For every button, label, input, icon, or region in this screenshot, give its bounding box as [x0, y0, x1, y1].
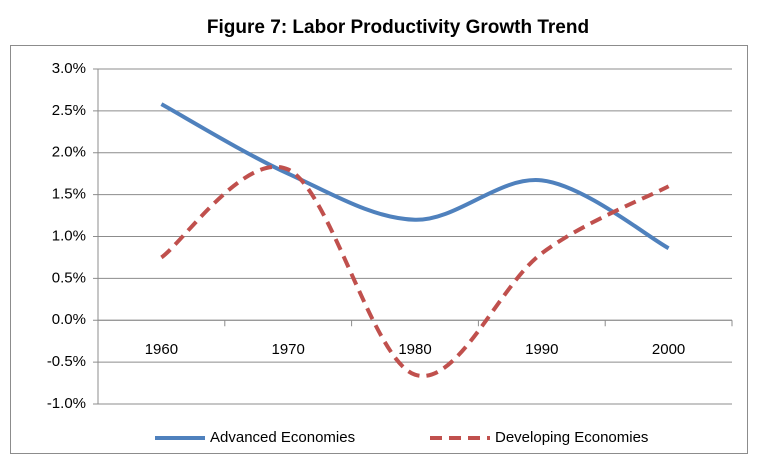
series-line: [160, 164, 670, 378]
x-tick-label: 2000: [652, 341, 685, 358]
x-tick-label: 1980: [398, 341, 431, 358]
chart-frame: [10, 45, 748, 454]
legend-label: Developing Economies: [495, 429, 648, 446]
x-tick-label: 1990: [525, 341, 558, 358]
y-tick-label: 1.5%: [52, 186, 86, 203]
y-tick-label: 1.0%: [52, 227, 86, 244]
chart-title: Figure 7: Labor Productivity Growth Tren…: [207, 17, 589, 38]
y-tick-label: 0.5%: [52, 269, 86, 286]
x-tick-label: 1960: [145, 341, 178, 358]
y-tick-label: -0.5%: [47, 353, 86, 370]
x-tick-label: 1970: [272, 341, 305, 358]
y-tick-label: 0.0%: [52, 311, 86, 328]
legend-label: Advanced Economies: [210, 429, 355, 446]
y-tick-label: -1.0%: [47, 395, 86, 412]
series-line: [160, 102, 670, 250]
y-tick-label: 2.5%: [52, 102, 86, 119]
y-tick-label: 2.0%: [52, 144, 86, 161]
y-tick-label: 3.0%: [52, 60, 86, 77]
